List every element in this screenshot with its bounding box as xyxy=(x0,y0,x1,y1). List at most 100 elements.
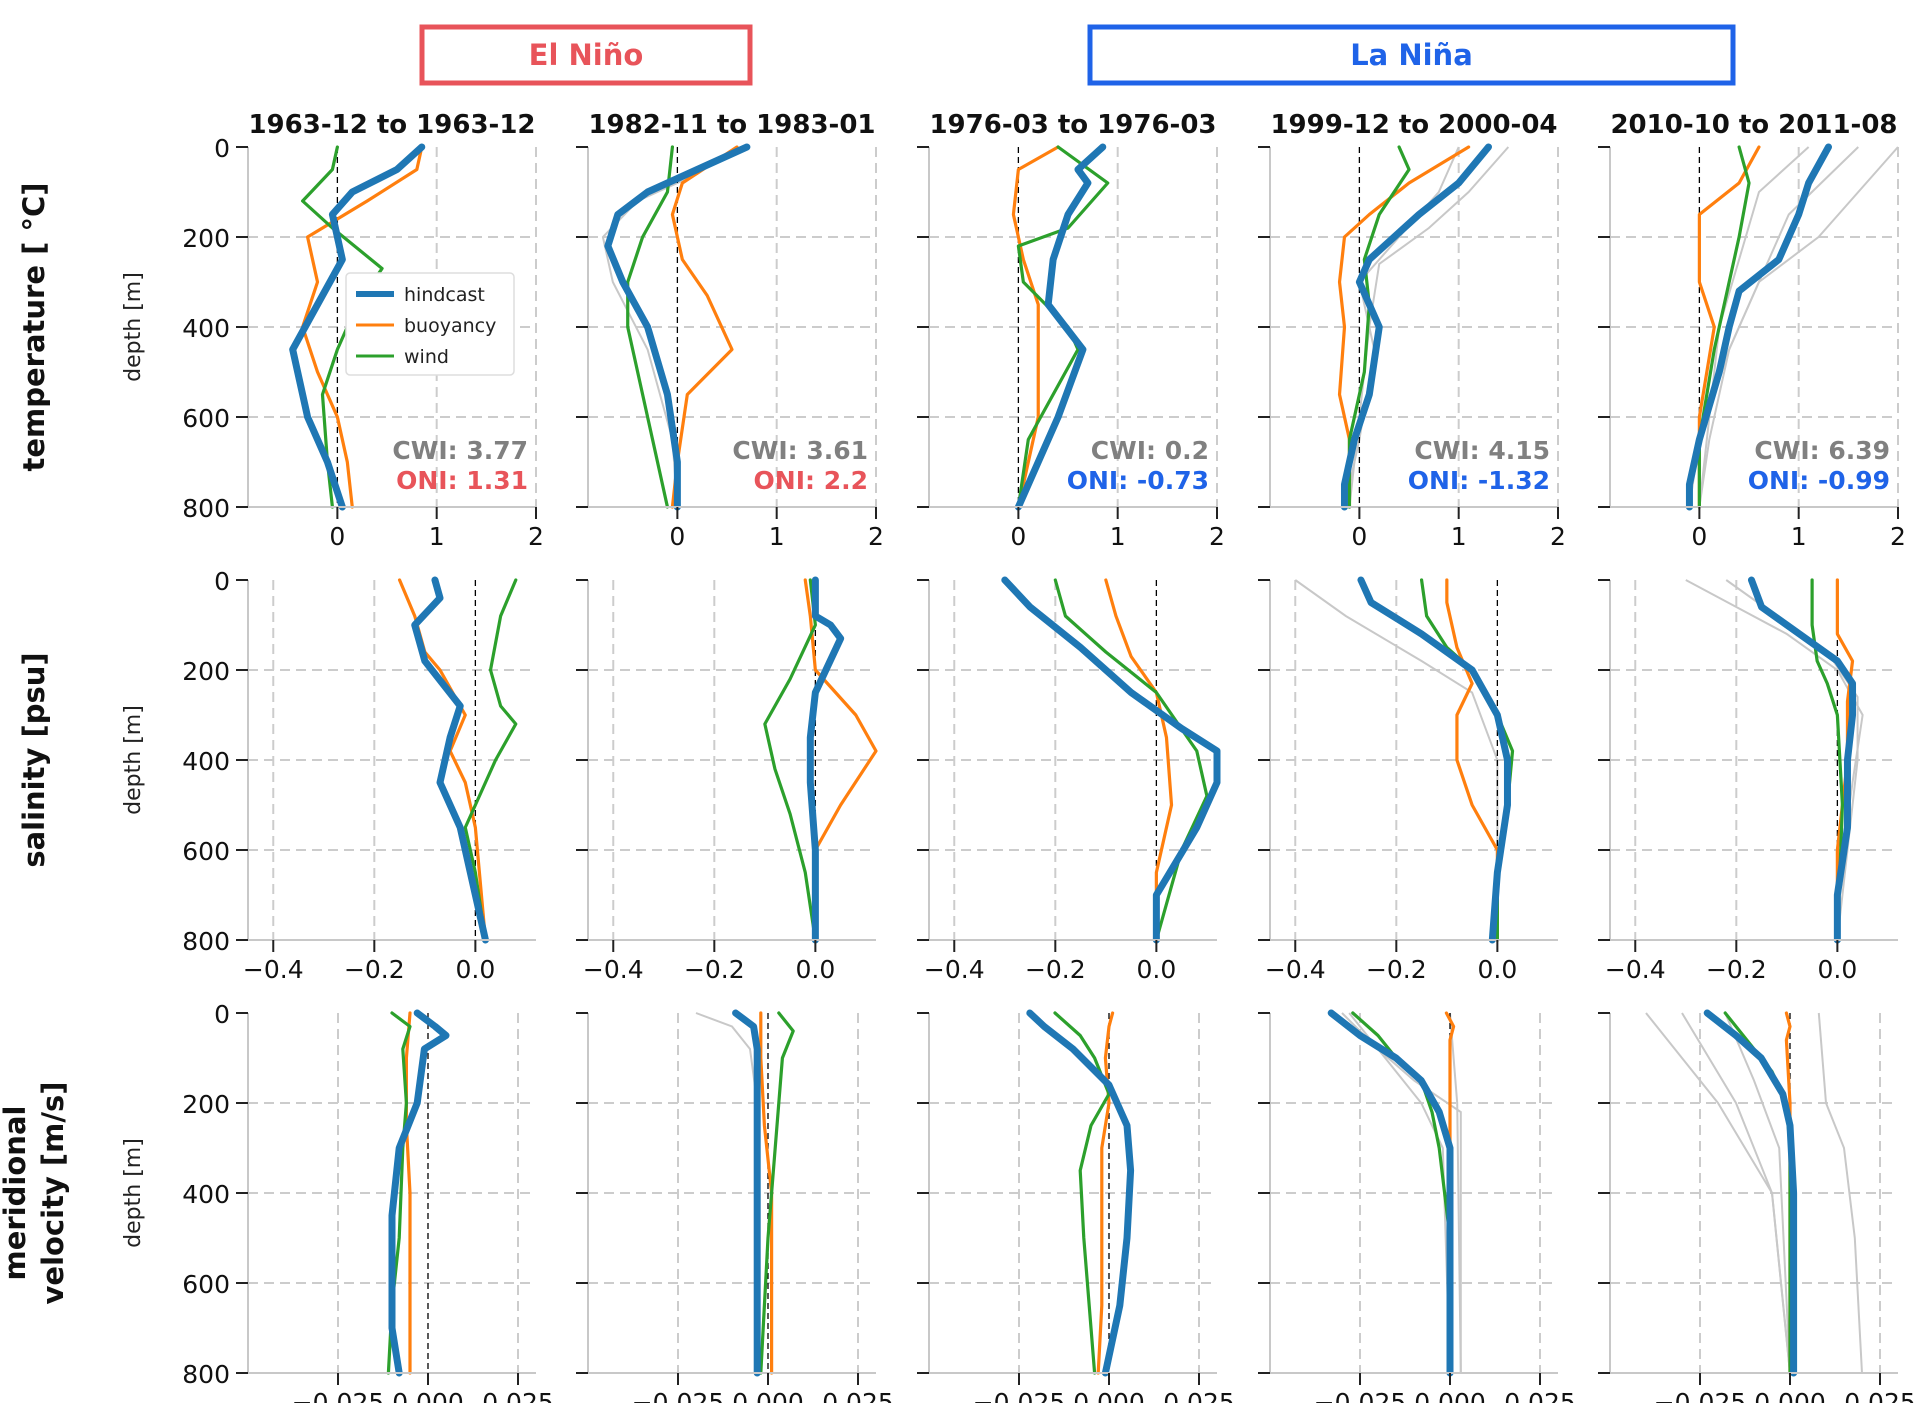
x-tick-label: 2 xyxy=(1890,522,1906,551)
panel: −0.4 −0.2 0.0 xyxy=(917,576,1221,984)
column-title: 1963-12 to 1963-12 xyxy=(248,110,535,140)
ensemble-line xyxy=(1817,1012,1863,1374)
column-title: 1999-12 to 2000-04 xyxy=(1270,110,1557,140)
column-title: 1976-03 to 1976-03 xyxy=(929,110,1216,140)
y-tick-label: 400 xyxy=(182,1180,230,1209)
group-label: El Niño xyxy=(529,38,644,72)
x-tick-label: 0.025 xyxy=(1844,1388,1916,1403)
x-tick-label: 0 xyxy=(1351,522,1367,551)
x-tick-label: 0.025 xyxy=(482,1388,554,1403)
panel: −0.4 −0.2 0.0 xyxy=(1598,576,1898,984)
panel: −0.4 −0.2 0.0 xyxy=(1258,576,1558,984)
series-hindcast xyxy=(1340,143,1492,511)
x-tick-label: −0.025 xyxy=(632,1388,725,1403)
y-axis-label: depth [m] xyxy=(121,705,146,815)
x-tick-label: −0.2 xyxy=(1025,955,1086,984)
series-buoyancy xyxy=(1445,578,1499,942)
x-tick-label: 0.000 xyxy=(732,1388,804,1403)
cwi-annotation: CWI: 3.61 xyxy=(732,436,868,465)
series-buoyancy xyxy=(1096,1011,1115,1375)
series-buoyancy xyxy=(301,145,424,509)
row-labels: temperature [ °C] salinity [psu] meridiona… xyxy=(0,182,70,1304)
oni-annotation: ONI: -1.32 xyxy=(1408,466,1550,495)
y-tick-label: 0 xyxy=(214,134,230,163)
column-title: 1982-11 to 1983-01 xyxy=(588,110,875,140)
series-hindcast xyxy=(1357,576,1511,944)
x-tick-label: 1 xyxy=(1451,522,1467,551)
x-tick-label: 1 xyxy=(769,522,785,551)
series-wind xyxy=(759,1011,795,1375)
x-tick-label: 0.0 xyxy=(1477,955,1517,984)
cwi-annotation: CWI: 0.2 xyxy=(1091,436,1209,465)
x-tick-label: 0.000 xyxy=(1414,1388,1486,1403)
x-tick-label: −0.025 xyxy=(973,1388,1066,1403)
oni-annotation: ONI: 1.31 xyxy=(396,466,528,495)
series-hindcast xyxy=(411,576,489,944)
series-hindcast xyxy=(604,143,751,511)
x-tick-label: 0.025 xyxy=(822,1388,894,1403)
y-tick-label: 400 xyxy=(182,314,230,343)
x-tick-label: 2 xyxy=(528,522,544,551)
x-tick-label: 0.000 xyxy=(1073,1388,1145,1403)
group-label: La Niña xyxy=(1350,38,1473,72)
series-hindcast xyxy=(1014,143,1107,511)
series-wind xyxy=(1810,578,1845,942)
group-headers: El Niño La Niña xyxy=(419,24,1736,86)
y-tick-label: 0 xyxy=(214,567,230,596)
x-tick-label: −0.4 xyxy=(1605,955,1666,984)
cwi-annotation: CWI: 3.77 xyxy=(392,436,528,465)
x-tick-label: 0 xyxy=(1691,522,1707,551)
ensemble-line xyxy=(1698,146,1810,508)
legend-label: buoyancy xyxy=(404,315,496,337)
x-tick-label: 1 xyxy=(1791,522,1807,551)
x-tick-label: −0.2 xyxy=(1366,955,1427,984)
y-tick-label: 0 xyxy=(214,1000,230,1029)
row-label: temperature [ °C] xyxy=(17,182,51,471)
legend-label: hindcast xyxy=(404,284,485,306)
x-tick-label: −0.4 xyxy=(243,955,304,984)
x-tick-label: 1 xyxy=(1110,522,1126,551)
series-buoyancy xyxy=(803,578,878,942)
x-tick-label: 2 xyxy=(868,522,884,551)
x-tick-label: −0.4 xyxy=(583,955,644,984)
series-buoyancy xyxy=(404,1011,412,1375)
panel: −0.025 0.000 0.025 xyxy=(1598,1009,1916,1403)
x-tick-label: −0.4 xyxy=(924,955,985,984)
x-tick-label: 0.0 xyxy=(455,955,495,984)
series-wind xyxy=(1016,145,1110,509)
x-tick-label: −0.025 xyxy=(292,1388,385,1403)
legend-label: wind xyxy=(404,346,449,368)
ensemble-line xyxy=(1724,1012,1791,1374)
x-tick-label: 0 xyxy=(329,522,345,551)
legend: hindcast buoyancy wind xyxy=(345,272,515,376)
series-buoyancy xyxy=(759,1011,774,1375)
series-wind xyxy=(1053,1011,1111,1375)
series-buoyancy xyxy=(1697,145,1761,509)
y-tick-label: 600 xyxy=(182,837,230,866)
x-tick-label: 1 xyxy=(429,522,445,551)
series-hindcast xyxy=(732,1009,761,1377)
series-wind xyxy=(463,578,518,942)
cwi-annotation: CWI: 6.39 xyxy=(1754,436,1890,465)
x-tick-label: 2 xyxy=(1550,522,1566,551)
ensemble-line xyxy=(1681,1012,1791,1374)
series-hindcast xyxy=(388,1009,450,1377)
legend-box xyxy=(345,272,515,376)
y-tick-label: 600 xyxy=(182,404,230,433)
oni-annotation: ONI: -0.73 xyxy=(1067,466,1209,495)
x-tick-label: 2 xyxy=(1209,522,1225,551)
panel: −0.025 0.000 0.025 xyxy=(576,1009,894,1403)
x-tick-label: −0.025 xyxy=(1314,1388,1407,1403)
y-tick-label: 200 xyxy=(182,224,230,253)
x-tick-label: −0.2 xyxy=(684,955,745,984)
column-title: 2010-10 to 2011-08 xyxy=(1610,110,1897,140)
oni-annotation: ONI: 2.2 xyxy=(754,466,868,495)
y-tick-label: 800 xyxy=(182,1360,230,1389)
series-hindcast xyxy=(1685,143,1832,511)
panel: 0 200 400 600 800 depth [m] 0 1 2 1963-12 to 1963… xyxy=(121,110,544,551)
x-tick-label: 0 xyxy=(1010,522,1026,551)
